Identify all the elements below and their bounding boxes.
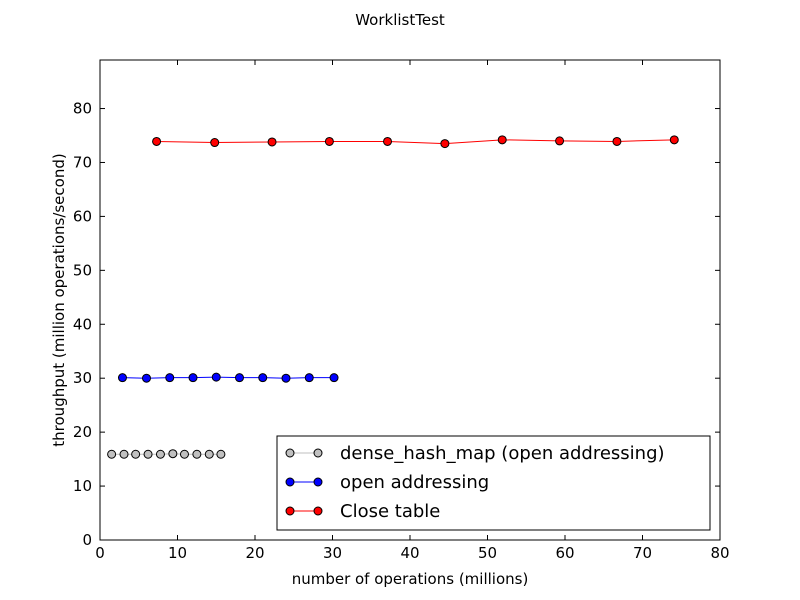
data-point	[107, 449, 117, 459]
y-tick-label: 80	[73, 100, 92, 118]
data-point	[555, 136, 565, 146]
x-tick-label: 60	[555, 544, 574, 562]
data-point	[304, 373, 314, 383]
x-axis-label: number of operations (millions)	[292, 570, 529, 588]
data-point	[152, 136, 162, 146]
data-point	[204, 449, 214, 459]
chart-title: WorklistTest	[355, 11, 445, 29]
data-point	[188, 373, 198, 383]
x-tick-label: 20	[245, 544, 264, 562]
data-point	[324, 136, 334, 146]
legend-marker	[285, 448, 295, 458]
series-line	[111, 453, 221, 455]
y-tick-label: 10	[73, 477, 92, 495]
data-point	[192, 449, 202, 459]
y-tick-label: 40	[73, 315, 92, 333]
y-tick-label: 20	[73, 423, 92, 441]
legend-marker	[313, 506, 323, 516]
y-axis-label: throughput (million operations/second)	[50, 153, 68, 446]
data-point	[267, 137, 277, 147]
plot-layer: 0 10 20 30 40 50 60 70 80 0 10 20 30 40 50 60 70 80	[73, 59, 730, 562]
legend-marker	[285, 477, 295, 487]
x-tick-label: 40	[400, 544, 419, 562]
data-point	[497, 135, 507, 145]
data-point	[281, 373, 291, 383]
data-point	[258, 373, 268, 383]
x-tick-label: 10	[168, 544, 187, 562]
data-point	[117, 373, 127, 383]
series-line	[122, 376, 335, 379]
legend-entry-label: Close table	[340, 501, 440, 522]
data-point	[168, 449, 178, 459]
legend-marker	[285, 506, 295, 516]
data-point	[216, 449, 226, 459]
data-point	[440, 139, 450, 149]
data-point	[179, 449, 189, 459]
data-point	[383, 136, 393, 146]
data-point	[143, 449, 153, 459]
x-tick-label: 30	[323, 544, 342, 562]
data-point	[669, 135, 679, 145]
y-tick-label: 70	[73, 153, 92, 171]
legend: dense_hash_map (open addressing) open add…	[276, 435, 711, 531]
x-tick-label: 50	[478, 544, 497, 562]
data-point	[119, 449, 129, 459]
data-point	[155, 449, 165, 459]
y-tick-label: 50	[73, 261, 92, 279]
y-tick-label: 30	[73, 369, 92, 387]
y-tick-label: 60	[73, 207, 92, 225]
x-tick-label: 0	[95, 544, 105, 562]
data-point	[131, 449, 141, 459]
plot-frame	[99, 59, 721, 541]
legend-marker	[313, 477, 323, 487]
legend-entry-label: dense_hash_map (open addressing)	[340, 443, 665, 464]
legend-box	[276, 435, 711, 531]
data-point	[329, 373, 339, 383]
data-point	[165, 373, 175, 383]
x-tick-label: 80	[710, 544, 729, 562]
x-tick-label: 70	[633, 544, 652, 562]
data-point	[612, 136, 622, 146]
data-point	[211, 372, 221, 382]
data-point	[142, 373, 151, 383]
data-point	[235, 373, 244, 383]
series-line	[156, 139, 675, 145]
legend-marker	[313, 448, 323, 458]
y-tick-label: 0	[82, 531, 92, 549]
legend-entry-label: open addressing	[340, 472, 489, 493]
data-point	[210, 138, 220, 148]
